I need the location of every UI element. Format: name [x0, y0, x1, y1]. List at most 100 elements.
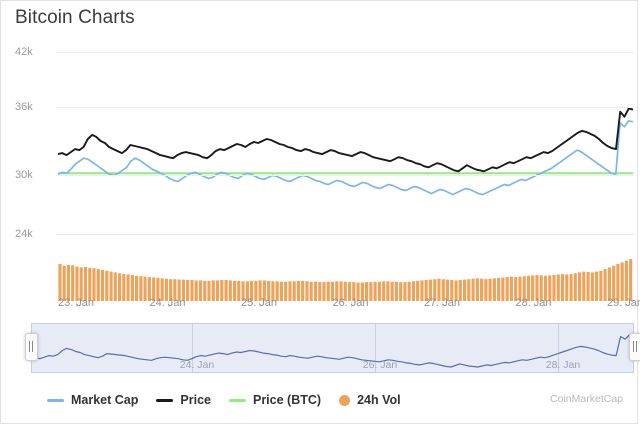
legend-item-label: Price (BTC): [252, 393, 322, 407]
volume-bar: [420, 280, 424, 301]
volume-bar: [292, 281, 296, 301]
navigator-x-label-1: 26. Jan: [362, 359, 398, 371]
gridline-36k: [56, 107, 634, 108]
navigator-left-handle[interactable]: [25, 333, 38, 361]
legend-line-icon: [228, 398, 246, 402]
volume-bar: [428, 279, 433, 301]
volume-bar: [501, 277, 505, 301]
volume-bar: [100, 269, 105, 301]
legend-item-label: Market Cap: [71, 393, 139, 407]
volume-bar: [241, 281, 245, 301]
volume-bar: [79, 267, 83, 301]
y-axis-label-2: 30k: [15, 169, 33, 181]
volume-bar: [160, 278, 164, 301]
volume-bar: [279, 281, 283, 301]
volume-bar: [258, 280, 262, 301]
volume-bar: [352, 282, 356, 301]
volume-bar: [164, 278, 168, 301]
legend-item-market-cap[interactable]: Market Cap: [47, 393, 138, 407]
volume-bar: [71, 265, 75, 301]
volume-bar: [565, 274, 569, 301]
volume-bar: [262, 280, 266, 301]
volume-bar: [83, 267, 88, 301]
volume-bar: [58, 264, 62, 301]
volume-bar: [194, 280, 198, 301]
volume-bar: [75, 266, 79, 301]
gridline-24k: [56, 234, 634, 235]
volume-bar: [92, 268, 96, 301]
volume-bar: [301, 280, 305, 301]
volume-bar: [186, 280, 190, 301]
volume-bar: [348, 282, 352, 301]
volume-bar: [173, 279, 177, 301]
volume-bar: [139, 276, 143, 301]
volume-bar: [471, 278, 475, 301]
volume-bar: [526, 275, 531, 301]
volume-bar: [475, 278, 479, 301]
volume-bar: [382, 281, 386, 301]
volume-bar: [433, 279, 437, 301]
volume-bar: [254, 280, 258, 301]
volume-bar: [454, 280, 458, 301]
volume-bar: [556, 274, 560, 301]
price-line: [57, 107, 634, 173]
volume-bar: [629, 259, 633, 301]
volume-bar: [288, 281, 292, 301]
navigator-gridline-3: [558, 323, 559, 373]
volume-bar: [360, 282, 364, 301]
volume-bar: [377, 281, 381, 301]
x-axis-tick: [625, 302, 626, 307]
volume-bar: [309, 281, 313, 301]
navigator-selected-range[interactable]: [31, 323, 634, 373]
volume-bar: [522, 276, 526, 301]
volume-bar: [224, 280, 228, 301]
volume-bar: [181, 279, 186, 301]
volume-bar: [624, 260, 628, 301]
volume-bar: [416, 280, 420, 301]
x-axis-label-3: 26. Jan: [332, 297, 369, 309]
chart-legend: Market Cap Price Price (BTC) 24h Vol: [1, 389, 639, 411]
volume-bar: [62, 265, 66, 301]
volume-bar: [463, 279, 467, 301]
volume-bar: [603, 269, 607, 301]
volume-bar: [113, 272, 117, 301]
legend-item-24h-vol[interactable]: 24h Vol: [339, 393, 401, 407]
volume-bar: [322, 282, 326, 301]
volume-bar: [369, 282, 373, 301]
x-axis-tick: [167, 302, 169, 307]
volume-bar: [386, 281, 390, 301]
volume-bar: [330, 281, 335, 301]
volume-bar: [207, 280, 211, 301]
x-axis-label-2: 25. Jan: [240, 297, 278, 309]
volume-bar: [88, 267, 92, 301]
volume-bar: [267, 280, 271, 301]
legend-item-price-btc[interactable]: Price (BTC): [228, 393, 322, 407]
page-title: Bitcoin Charts: [15, 7, 135, 28]
x-axis-label-4: 27. Jan: [423, 297, 461, 309]
volume-bar: [445, 279, 450, 301]
volume-bar: [245, 281, 249, 301]
volume-bar: [424, 280, 428, 301]
navigator-right-handle[interactable]: [629, 333, 640, 361]
volume-bar: [480, 278, 484, 301]
x-axis-tick: [442, 302, 443, 307]
legend-dot-icon: [339, 394, 351, 406]
volume-bar: [497, 277, 501, 301]
volume-bar: [122, 274, 126, 301]
navigator-x-label-2: 28. Jan: [545, 359, 581, 371]
volume-bar: [215, 280, 220, 301]
main-chart[interactable]: 42k 36k 30k 24k 23. Jan 24. Jan 25. Jan 26.…: [1, 39, 640, 309]
x-axis-label-5: 28. Jan: [515, 297, 552, 309]
volume-bar: [233, 280, 237, 301]
volume-bar: [339, 281, 343, 301]
legend-item-price[interactable]: Price: [156, 393, 211, 407]
volume-bar: [156, 277, 160, 301]
volume-bar: [595, 271, 599, 301]
volume-bar: [403, 282, 407, 301]
volume-bar: [514, 277, 518, 301]
navigator[interactable]: 24. Jan 26. Jan 28. Jan: [25, 323, 640, 373]
volume-bar: [620, 262, 624, 301]
legend-item-label: Price: [180, 393, 211, 407]
volume-bar: [441, 279, 445, 301]
volume-bar: [105, 270, 109, 301]
